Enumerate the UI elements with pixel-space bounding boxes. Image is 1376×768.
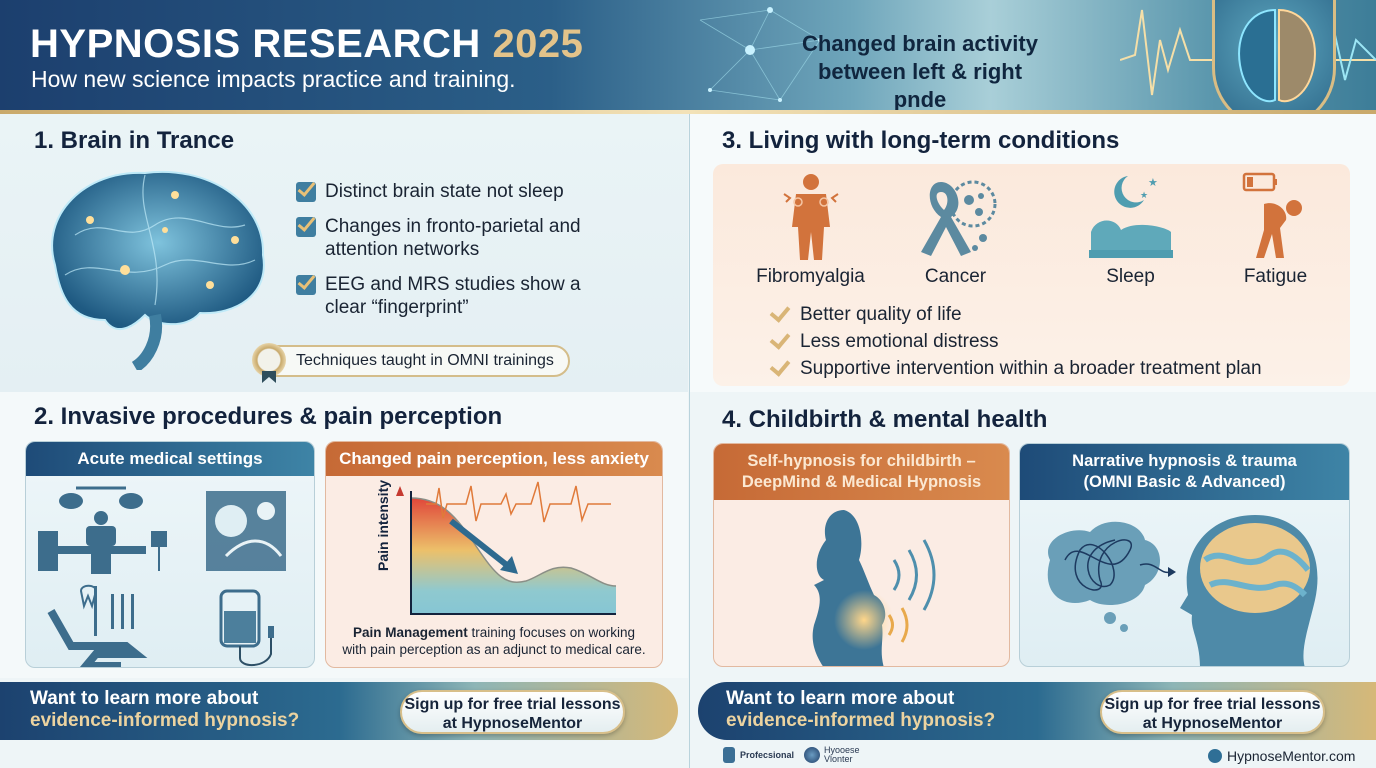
- section-heading: 1. Brain in Trance: [34, 127, 235, 154]
- card-title: Changed pain perception, less anxiety: [326, 442, 662, 476]
- partner-logos: Profecsional Hyooese Vlonter: [723, 746, 860, 764]
- list-item: Supportive intervention within a broader…: [768, 354, 1262, 382]
- tree-logo-icon: [723, 747, 735, 763]
- omni-training-badge: Techniques taught in OMNI trainings: [252, 343, 570, 383]
- svg-text:★: ★: [1140, 190, 1148, 200]
- condition-cancer: Cancer: [883, 172, 1028, 288]
- globe-logo-icon: [804, 747, 821, 763]
- narrative-hypnosis-card: Narrative hypnosis & trauma (OMNI Basic &…: [1019, 443, 1350, 667]
- checkmark-icon: [769, 300, 791, 323]
- column-divider: [689, 114, 690, 768]
- pregnant-woman-icon: [812, 510, 936, 666]
- pain-intensity-graph: Pain intensity: [375, 480, 617, 615]
- globe-icon: [1208, 749, 1222, 763]
- list-item: Distinct brain state not sleep: [296, 180, 616, 203]
- condition-fatigue: Fatigue: [1203, 172, 1348, 288]
- low-battery-person-icon: [1242, 172, 1302, 258]
- cancer-ribbon-icon: [920, 180, 996, 256]
- conditions-card: Fibromyalgia Cancer ★ ★ Sleep Fatigue Bet…: [713, 164, 1350, 386]
- operating-room-icon: [38, 486, 167, 574]
- page-subtitle: How new science impacts practice and tra…: [31, 66, 516, 92]
- cta-question: Want to learn more about evidence-informe…: [30, 688, 300, 731]
- split-brain-icon: [1212, 0, 1336, 130]
- list-item: Better quality of life: [768, 300, 1262, 328]
- dental-chair-icon: [47, 584, 148, 667]
- self-hypnosis-childbirth-card: Self-hypnosis for childbirth – DeepMind &…: [713, 443, 1010, 667]
- list-item: EEG and MRS studies show a clear “fingerp…: [296, 273, 616, 319]
- header-divider: [0, 110, 1376, 114]
- ribbon-icon: [262, 371, 276, 383]
- mri-scan-icon: [206, 491, 286, 571]
- svg-text:Pain intensity: Pain intensity: [375, 480, 391, 571]
- logo-professional: Profecsional: [740, 750, 795, 760]
- checkmark-icon: [769, 354, 791, 377]
- checkmark-icon: [769, 327, 791, 350]
- signup-trial-button[interactable]: Sign up for free trial lessons at Hypnose…: [1100, 690, 1325, 734]
- pain-management-caption: Pain Management training focuses on work…: [342, 625, 646, 657]
- section-heading: 3. Living with long-term conditions: [722, 127, 1120, 154]
- logo-hypnose-mentor: Hyooese Vlonter: [824, 745, 860, 764]
- card-title: Narrative hypnosis & trauma (OMNI Basic &…: [1020, 444, 1349, 500]
- cta-banner-left: Want to learn more about evidence-informe…: [0, 682, 678, 740]
- section-heading: 2. Invasive procedures & pain perception: [34, 403, 503, 430]
- benefits-list: Better quality of life Less emotional di…: [768, 300, 1262, 382]
- condition-fibromyalgia: Fibromyalgia: [738, 172, 883, 288]
- body-pain-icon: [782, 174, 839, 260]
- website-link[interactable]: HypnoseMentor.com: [1208, 748, 1355, 764]
- condition-sleep: ★ ★ Sleep: [1058, 172, 1203, 288]
- checkbox-checked-icon: [296, 182, 316, 202]
- neural-network-icon: [699, 7, 822, 102]
- card-title: Acute medical settings: [26, 442, 314, 476]
- list-item: Changes in fronto-parietal and attention …: [296, 215, 616, 261]
- brain-findings-list: Distinct brain state not sleep Changes i…: [296, 180, 616, 331]
- cta-banner-right: Want to learn more about evidence-informe…: [698, 682, 1376, 740]
- section-heading: 4. Childbirth & mental health: [722, 406, 1048, 433]
- checkbox-checked-icon: [296, 217, 316, 237]
- header-caption: Changed brain activity between left & ri…: [802, 31, 1038, 112]
- iv-bag-icon: [219, 589, 274, 666]
- page-title: HYPNOSIS RESEARCH 2025: [30, 22, 584, 66]
- pain-perception-card: Changed pain perception, less anxiety Pa…: [325, 441, 663, 668]
- checkbox-checked-icon: [296, 275, 316, 295]
- svg-text:★: ★: [1148, 177, 1158, 189]
- glowing-brain-icon: [51, 170, 265, 370]
- tangled-thought-to-brain-icon: [1047, 515, 1318, 666]
- header-banner: HYPNOSIS RESEARCH 2025 How new science i…: [0, 0, 1376, 112]
- cta-question: Want to learn more about evidence-informe…: [726, 688, 996, 731]
- card-title: Self-hypnosis for childbirth – DeepMind &…: [714, 444, 1009, 500]
- list-item: Less emotional distress: [768, 327, 1262, 355]
- signup-trial-button[interactable]: Sign up for free trial lessons at Hypnose…: [400, 690, 625, 734]
- sleep-moon-icon: ★★: [1088, 176, 1173, 258]
- acute-medical-settings-card: Acute medical settings: [25, 441, 315, 668]
